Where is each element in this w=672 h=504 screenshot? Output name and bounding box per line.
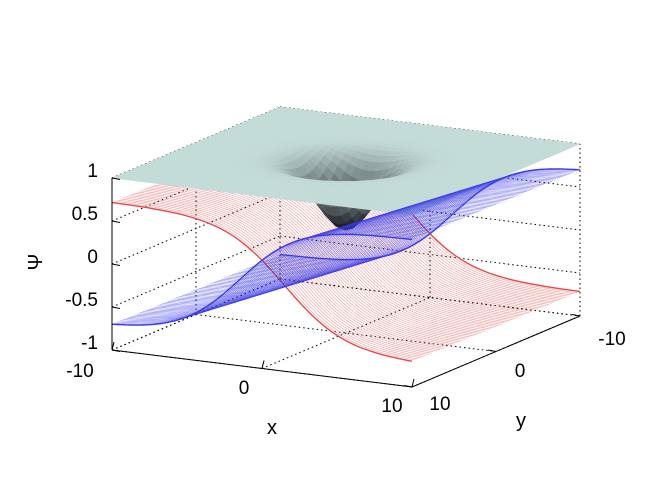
blue-surface-mesh-line bbox=[260, 176, 561, 268]
y-tick-label: -10 bbox=[598, 329, 625, 350]
blue-surface-mesh-line bbox=[263, 175, 564, 267]
z-axis-label: Ψ bbox=[25, 254, 47, 271]
blue-surface-mesh-line bbox=[187, 204, 488, 296]
z-tick-mark bbox=[111, 220, 121, 223]
blue-surface-mesh-line bbox=[181, 206, 483, 299]
x-tick-mark bbox=[261, 360, 265, 369]
z-tick-mark bbox=[111, 349, 121, 352]
blue-surface-edge bbox=[279, 168, 581, 261]
y-tick-label: 10 bbox=[429, 394, 450, 415]
blue-surface-mesh-line bbox=[131, 226, 432, 318]
blue-surface-mesh-line bbox=[274, 170, 575, 263]
blue-surface-mesh-line bbox=[195, 201, 497, 293]
grey-surface bbox=[111, 106, 581, 231]
blue-surface-mesh-line bbox=[271, 171, 572, 264]
axis-box bbox=[111, 177, 581, 388]
y-tick-label: 0 bbox=[515, 361, 526, 382]
blue-surface-mesh-line bbox=[148, 219, 449, 312]
blue-surface bbox=[111, 168, 581, 326]
grid-line bbox=[111, 235, 281, 308]
x-tick-mark bbox=[111, 341, 115, 351]
red-surface-mesh-line bbox=[137, 191, 438, 352]
grid-line bbox=[279, 278, 581, 317]
blue-surface-mesh-line bbox=[209, 195, 511, 288]
z-tick-mark bbox=[111, 306, 121, 309]
y-axis-label: y bbox=[516, 410, 526, 432]
blue-surface-mesh-line bbox=[142, 222, 443, 314]
grid-line bbox=[279, 235, 581, 274]
x-tick-label: 10 bbox=[381, 396, 402, 417]
z-tick-mark bbox=[111, 263, 121, 266]
blue-surface-mesh-line bbox=[204, 198, 505, 290]
blue-surface-mesh-line bbox=[218, 192, 519, 284]
z-tick-mark bbox=[111, 177, 121, 180]
blue-surface-mesh-line bbox=[117, 231, 418, 324]
x-axis-label: x bbox=[267, 417, 277, 439]
x-tick-label: -10 bbox=[66, 361, 93, 382]
blue-surface-mesh-line bbox=[249, 180, 550, 272]
x-tick-mark bbox=[411, 378, 415, 388]
blue-surface-mesh-line bbox=[179, 207, 480, 300]
y-tick-mark bbox=[403, 385, 413, 388]
blue-surface-mesh-line bbox=[125, 228, 427, 320]
y-tick-mark bbox=[571, 314, 581, 317]
z-tick-label: -0.5 bbox=[65, 290, 98, 311]
z-tick-label: -1 bbox=[81, 333, 98, 354]
blue-surface-mesh-line bbox=[268, 173, 569, 265]
blue-surface-mesh-line bbox=[243, 182, 544, 275]
blue-surface-mesh-line bbox=[265, 174, 567, 266]
blue-surface-mesh-line bbox=[173, 210, 474, 302]
z-tick-label: 0 bbox=[87, 247, 98, 268]
y-tick-mark bbox=[487, 349, 497, 352]
blue-surface-edge bbox=[111, 233, 413, 326]
surface-layer bbox=[111, 106, 581, 362]
blue-surface-mesh-line bbox=[226, 189, 527, 281]
x-tick-label: 0 bbox=[239, 378, 250, 399]
z-tick-label: 0.5 bbox=[72, 204, 98, 225]
blue-surface-mesh-line bbox=[162, 214, 463, 306]
z-tick-label: 1 bbox=[87, 161, 98, 182]
blue-surface-mesh-line bbox=[170, 211, 471, 303]
blue-surface-mesh-line bbox=[246, 181, 547, 273]
blue-surface-mesh-line bbox=[257, 177, 558, 269]
grid-line bbox=[195, 314, 497, 352]
blue-surface-mesh-line bbox=[165, 213, 466, 305]
